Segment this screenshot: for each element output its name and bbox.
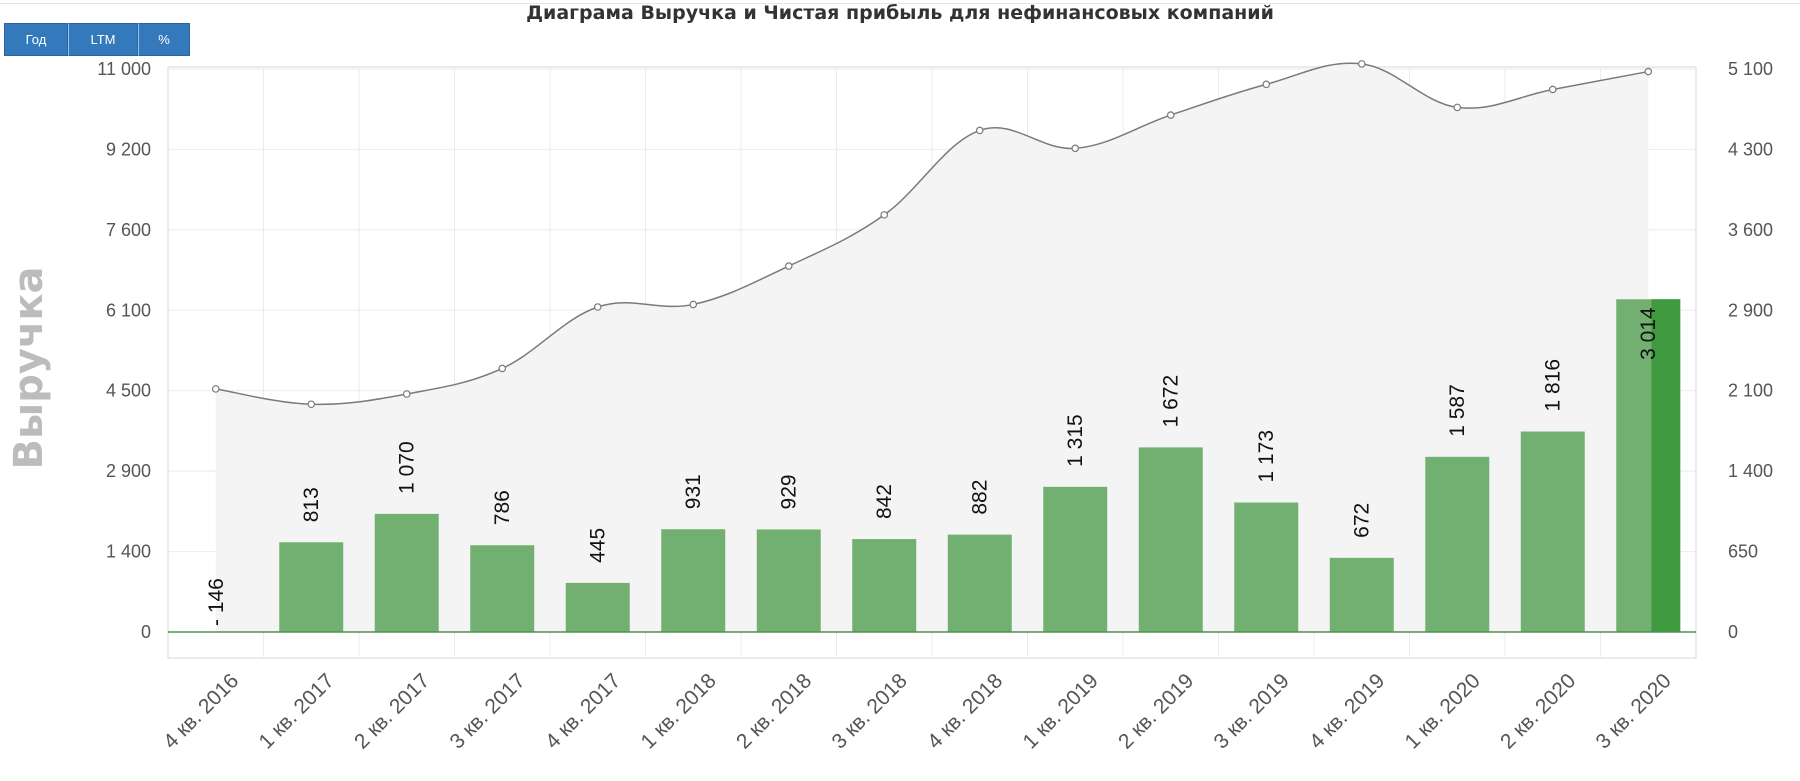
revenue-point [211, 385, 220, 393]
x-axis-tick-label: 4 кв. 2019 [1305, 669, 1389, 753]
revenue-point [1357, 60, 1366, 68]
bar-data-label: 1 070 [396, 441, 419, 494]
revenue-point [307, 400, 316, 409]
x-axis-tick-label: 2 кв. 2019 [1114, 669, 1198, 753]
x-axis-tick-label: 1 кв. 2018 [636, 669, 720, 753]
revenue-point [975, 126, 984, 135]
x-axis-tick-label: 3 кв. 2018 [827, 669, 911, 753]
bar-data-label: 1 315 [1064, 414, 1087, 467]
bar-data-label: 813 [300, 487, 323, 522]
y2-axis-tick-label: 0 [1728, 622, 1738, 642]
y-axis-title: Выручка [6, 267, 52, 470]
profit-bar [1138, 447, 1203, 632]
y2-axis-tick-label: 2 900 [1728, 300, 1773, 320]
profit-bar [565, 582, 630, 632]
bar-data-label: 786 [491, 490, 514, 525]
ltm-button[interactable]: LTM [68, 23, 138, 56]
top-divider [0, 3, 1800, 4]
x-axis-tick-label: 1 кв. 2019 [1018, 669, 1102, 753]
revenue-point [1548, 85, 1557, 94]
y2-axis-tick-label: 3 600 [1728, 220, 1773, 240]
y2-axis-tick-label: 1 400 [1728, 461, 1773, 481]
revenue-area-fill [215, 63, 1649, 632]
profit-bar [1425, 456, 1490, 632]
y-axis-tick-label: 0 [141, 622, 151, 642]
y2-axis-tick-label: 5 100 [1728, 59, 1773, 79]
bar-data-label: 931 [682, 474, 705, 509]
revenue-point [784, 262, 793, 270]
x-axis-tick-label: 4 кв. 2018 [923, 669, 1007, 753]
period-toggle-group: Год LTM % [4, 23, 190, 56]
x-axis-tick-label: 1 кв. 2017 [254, 669, 338, 753]
revenue-point [880, 211, 889, 219]
revenue-point [1071, 144, 1080, 153]
profit-bar [1043, 486, 1108, 632]
revenue-point [1166, 111, 1175, 119]
percent-button[interactable]: % [138, 23, 190, 56]
bar-data-label: 1 672 [1160, 375, 1183, 428]
profit-bar [756, 529, 821, 632]
bar-data-label: 672 [1351, 503, 1374, 538]
y2-axis-tick-label: 2 100 [1728, 381, 1773, 401]
profit-bar-highlight [1651, 299, 1681, 632]
revenue-line [215, 62, 1649, 406]
bar-data-label: 1 173 [1255, 430, 1278, 483]
x-axis-tick-label: 3 кв. 2017 [445, 669, 529, 753]
revenue-point [1453, 103, 1462, 112]
y-axis-tick-label: 4 500 [106, 381, 151, 401]
profit-bar [852, 539, 917, 632]
y-axis-tick-label: 11 000 [97, 59, 151, 79]
bar-data-label: 842 [873, 484, 896, 519]
y-axis-tick-label: 7 600 [106, 220, 151, 240]
revenue-point [689, 300, 698, 309]
y-axis-tick-label: 9 200 [106, 139, 151, 159]
chart-title: Диаграма Выручка и Чистая прибыль для не… [526, 2, 1274, 24]
bar-data-label: 445 [587, 528, 610, 563]
profit-bar [279, 542, 344, 632]
revenue-point [498, 364, 507, 373]
x-axis-tick-label: 4 кв. 2017 [541, 669, 625, 753]
bar-data-label: - 146 [205, 578, 228, 626]
x-axis-tick-label: 3 кв. 2020 [1591, 669, 1675, 753]
revenue-point [402, 390, 411, 398]
profit-bar [374, 513, 439, 632]
revenue-point [1262, 80, 1271, 89]
y2-axis-tick-label: 650 [1728, 542, 1758, 562]
profit-bar [1329, 557, 1394, 632]
profit-bar [1520, 431, 1585, 632]
bar-data-label: 929 [778, 474, 801, 509]
x-axis-tick-label: 4 кв. 2016 [159, 669, 243, 753]
year-button[interactable]: Год [4, 23, 68, 56]
bar-data-label: 882 [969, 480, 992, 515]
profit-bar [947, 534, 1012, 632]
x-axis-tick-label: 1 кв. 2020 [1400, 669, 1484, 753]
bar-data-label: 1 816 [1542, 359, 1565, 412]
y-axis-tick-label: 6 100 [106, 300, 151, 320]
profit-bar [661, 529, 726, 632]
x-axis-tick-label: 2 кв. 2020 [1496, 669, 1580, 753]
y-axis-tick-label: 2 900 [106, 461, 151, 481]
revenue-point [593, 303, 602, 311]
x-axis-tick-label: 2 кв. 2017 [350, 669, 434, 753]
bar-data-label: 1 587 [1446, 384, 1469, 437]
revenue-point [1644, 67, 1653, 76]
y2-axis-tick-label: 4 300 [1728, 139, 1773, 159]
bar-data-label: 3 014 [1637, 307, 1660, 360]
profit-bar [470, 545, 535, 632]
y-axis-tick-label: 1 400 [106, 542, 151, 562]
x-axis-tick-label: 2 кв. 2018 [732, 669, 816, 753]
x-axis-tick-label: 3 кв. 2019 [1209, 669, 1293, 753]
profit-bar [1234, 502, 1299, 632]
